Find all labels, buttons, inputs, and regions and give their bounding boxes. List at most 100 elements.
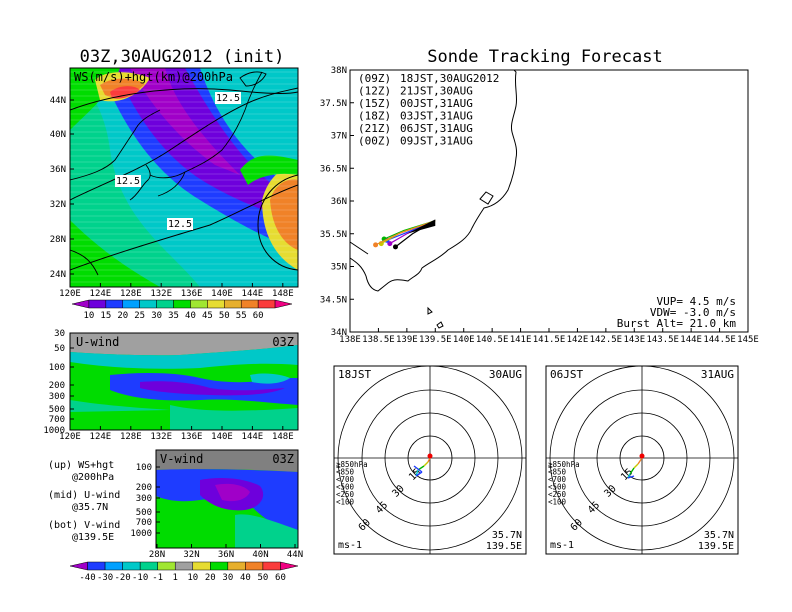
wind-colorbar-label: -30 [97, 573, 113, 583]
launch-jst: 09JST,31AUG [400, 135, 473, 148]
hodo-surface-point [427, 453, 433, 459]
ws-colorbar-swatch [173, 299, 191, 309]
u-band [70, 333, 298, 356]
track-lon-tick-label: 140.5E [476, 335, 509, 345]
param-burst: Burst Alt= 21.0 km [617, 317, 737, 330]
track-lat-tick-label: 36.5N [320, 164, 347, 174]
ws-band [70, 220, 160, 287]
launch-utc: (09Z) [358, 72, 391, 85]
contour-label: 12.5 [216, 93, 240, 104]
track-lon-tick-label: 144.5E [703, 335, 736, 345]
wind-colorbar-swatch [104, 561, 123, 571]
launch-jst: 21JST,30AUG [400, 85, 473, 98]
launch-jst: 03JST,31AUG [400, 110, 473, 123]
u-band [170, 405, 298, 430]
launch-utc: (12Z) [358, 85, 391, 98]
wind-colorbar-swatch [227, 561, 246, 571]
u-band [70, 345, 298, 369]
wind-colorbar: -40 -30 -20 -10 -1 1 10 20 30 40 50 60 [69, 561, 299, 583]
p-tick-label: 50 [54, 344, 65, 354]
contour-label-bg [215, 92, 241, 104]
ws-band [70, 68, 200, 287]
contour-label-bg [167, 218, 193, 230]
ws-colorbar-swatch [88, 299, 107, 309]
u-band [70, 400, 170, 412]
launch-utc: (18Z) [358, 110, 391, 123]
launch-jst: 06JST,31AUG [400, 122, 473, 135]
p-tick-label: 100 [49, 363, 65, 373]
ws-colorbar-swatch [156, 299, 174, 309]
panel-legend: (up) WS+hgt@200hPa (mid) U-wind@35.7N (bot… [48, 460, 120, 543]
ws-colorbar-swatch [224, 299, 242, 309]
hodo-trace [415, 471, 423, 477]
hodo-trace [427, 457, 431, 463]
p-tick-label: 200 [49, 381, 65, 391]
ws-colorbar-label: 45 [202, 311, 213, 321]
contour-label: 12.5 [116, 176, 140, 187]
p-tick-label: 100 [136, 463, 152, 473]
wind-colorbar-label: 1 [173, 573, 178, 583]
wind-colorbar-label: 20 [205, 573, 216, 583]
wind-colorbar-label: -1 [152, 573, 163, 583]
hodo-level-label: <100 [548, 498, 567, 507]
hodo-level-label: <500 [336, 483, 355, 492]
hodo-trace [633, 463, 639, 469]
track-lat-tick-label: 35N [331, 263, 347, 273]
ws-colorbar-label: 30 [151, 311, 162, 321]
hodo-level-label: <850 [548, 468, 567, 477]
wind-colorbar-swatch [262, 561, 281, 571]
hodo-trace [423, 461, 429, 467]
lon-tick-label: 120E [59, 432, 81, 442]
wind-colorbar-label: 10 [187, 573, 198, 583]
u-lon-ticks: 120E 124E 128E 132E 136E 140E 144E 148E [59, 426, 294, 442]
track-lon-tick-label: 141.5E [533, 335, 566, 345]
ws-colorbar-swatch [207, 299, 225, 309]
hodo-date: 30AUG [489, 368, 522, 381]
lon-tick-label: 128E [120, 289, 142, 299]
ws-map-label: WS(m/s)+hgt(km)@200hPa [74, 70, 233, 84]
track-lon-tick-label: 141E [510, 335, 532, 345]
track-coastline [349, 69, 518, 329]
lat-tick-label: 28N [50, 235, 66, 245]
hodo-trace [629, 467, 635, 475]
launch-utc: (21Z) [358, 122, 391, 135]
p-tick-label: 300 [49, 392, 65, 402]
u-band [250, 373, 290, 384]
lat-tick-label: 36N [50, 165, 66, 175]
lon-tick-label: 44N [287, 550, 303, 560]
lon-tick-label: 144E [242, 432, 264, 442]
contour-label-bg [115, 175, 141, 187]
hodo-units: ms-1 [550, 540, 574, 551]
hodo-level-label: <250 [548, 490, 567, 499]
ws-band [110, 86, 140, 99]
track-lon-tick-label: 145E [737, 335, 759, 345]
hodo-ring [549, 365, 735, 551]
hodo-ring [337, 365, 523, 551]
track-lat-tick-label: 34N [331, 328, 347, 338]
track-map-frame [349, 69, 749, 333]
ws-lat-ticks: 44N 40N 36N 32N 28N 24N [50, 96, 74, 280]
lon-tick-label: 128E [120, 432, 142, 442]
hodo-trace [627, 475, 635, 479]
ws-colorbar-label: 60 [253, 311, 264, 321]
hodo-ring [596, 412, 688, 504]
hodo-ring [384, 412, 476, 504]
ws-colorbar-label: 40 [185, 311, 196, 321]
v-band [156, 469, 298, 530]
ws-colorbar-label: 10 [84, 311, 95, 321]
v-band [156, 450, 298, 472]
hodo-lat: 35.7N [492, 530, 522, 541]
track-lon-tick-label: 139E [396, 335, 418, 345]
param-vup: VUP= 4.5 m/s [657, 295, 736, 308]
lon-tick-label: 36N [218, 550, 234, 560]
landing-point [392, 244, 398, 250]
launch-utc: (15Z) [358, 97, 391, 110]
ws-colorbar-label: 20 [117, 311, 128, 321]
v-band [235, 514, 298, 548]
track-lon-tick-label: 144E [680, 335, 702, 345]
wind-colorbar-swatch [280, 561, 299, 571]
wind-colorbar-label: 60 [275, 573, 286, 583]
